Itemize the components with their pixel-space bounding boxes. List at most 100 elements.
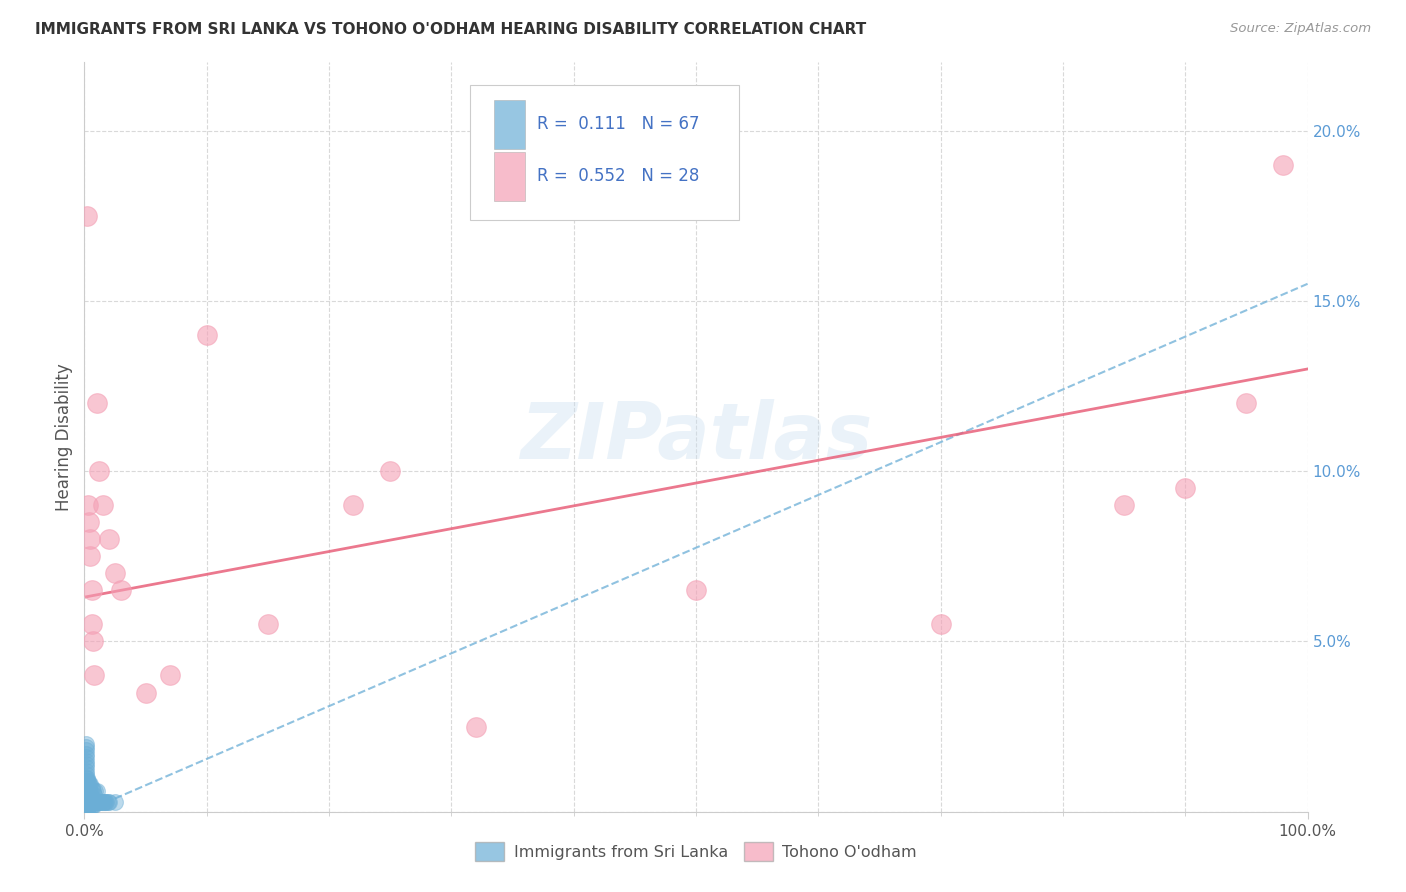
- Point: [80, 797, 103, 812]
- Point: [94, 795, 117, 809]
- Point: [75, 739, 97, 754]
- Y-axis label: Hearing Disability: Hearing Disability: [55, 363, 73, 511]
- Point: [93, 795, 115, 809]
- Point: [685, 583, 707, 598]
- Point: [75, 791, 97, 805]
- Point: [75, 780, 97, 795]
- Point: [76, 791, 98, 805]
- Point: [104, 795, 127, 809]
- Point: [82, 784, 104, 798]
- Point: [76, 797, 98, 812]
- Point: [80, 583, 103, 598]
- Point: [77, 498, 100, 512]
- Point: [76, 795, 98, 809]
- Point: [75, 750, 97, 764]
- Point: [97, 795, 120, 809]
- Point: [77, 801, 100, 815]
- Point: [342, 498, 364, 512]
- Point: [75, 767, 97, 781]
- Point: [75, 737, 97, 751]
- Point: [75, 757, 97, 772]
- Point: [77, 795, 100, 809]
- Point: [75, 784, 97, 798]
- Point: [86, 784, 108, 798]
- Point: [77, 780, 100, 795]
- Point: [87, 464, 110, 478]
- Point: [76, 209, 98, 223]
- Point: [257, 617, 280, 632]
- Point: [75, 774, 97, 789]
- Point: [77, 784, 100, 798]
- Point: [79, 777, 101, 791]
- Point: [75, 764, 97, 778]
- Point: [1272, 158, 1295, 172]
- Point: [79, 549, 101, 564]
- FancyBboxPatch shape: [470, 85, 738, 219]
- Point: [87, 795, 110, 809]
- Point: [1174, 481, 1197, 495]
- Point: [159, 668, 181, 682]
- Point: [89, 795, 111, 809]
- Point: [75, 754, 97, 768]
- Point: [195, 327, 218, 342]
- Point: [76, 780, 98, 795]
- Point: [75, 788, 97, 802]
- Point: [75, 771, 97, 785]
- Point: [75, 743, 97, 757]
- Point: [83, 668, 105, 682]
- Point: [82, 791, 104, 805]
- Point: [77, 777, 100, 791]
- Point: [75, 795, 97, 809]
- FancyBboxPatch shape: [494, 100, 524, 149]
- Point: [87, 795, 110, 809]
- Point: [76, 788, 98, 802]
- Point: [76, 774, 98, 789]
- Text: ZIPatlas: ZIPatlas: [520, 399, 872, 475]
- Point: [83, 788, 105, 802]
- Point: [77, 797, 100, 812]
- Point: [135, 685, 157, 699]
- Point: [77, 774, 100, 789]
- Point: [80, 791, 103, 805]
- Point: [75, 777, 97, 791]
- Point: [82, 634, 104, 648]
- Point: [77, 515, 100, 529]
- Point: [79, 784, 101, 798]
- Legend: Immigrants from Sri Lanka, Tohono O'odham: Immigrants from Sri Lanka, Tohono O'odha…: [468, 835, 924, 867]
- Point: [86, 795, 108, 809]
- Point: [75, 797, 97, 812]
- Point: [79, 797, 101, 812]
- Point: [76, 801, 98, 815]
- Point: [91, 498, 114, 512]
- Point: [75, 747, 97, 761]
- Text: IMMIGRANTS FROM SRI LANKA VS TOHONO O'ODHAM HEARING DISABILITY CORRELATION CHART: IMMIGRANTS FROM SRI LANKA VS TOHONO O'OD…: [35, 22, 866, 37]
- Point: [79, 791, 101, 805]
- Point: [97, 533, 120, 547]
- Point: [91, 795, 114, 809]
- Point: [464, 720, 486, 734]
- Point: [77, 788, 100, 802]
- Text: Source: ZipAtlas.com: Source: ZipAtlas.com: [1230, 22, 1371, 36]
- Point: [83, 797, 105, 812]
- Point: [79, 533, 101, 547]
- Point: [1114, 498, 1136, 512]
- Point: [1236, 396, 1258, 410]
- Text: R =  0.111   N = 67: R = 0.111 N = 67: [537, 115, 699, 133]
- Point: [97, 795, 120, 809]
- Point: [90, 795, 112, 809]
- Point: [86, 396, 108, 410]
- Point: [76, 777, 98, 791]
- Point: [76, 784, 98, 798]
- Point: [80, 617, 103, 632]
- Point: [929, 617, 952, 632]
- Point: [82, 797, 104, 812]
- Point: [77, 797, 100, 812]
- Point: [84, 795, 107, 809]
- Text: R =  0.552   N = 28: R = 0.552 N = 28: [537, 168, 699, 186]
- Point: [96, 795, 118, 809]
- Point: [80, 780, 103, 795]
- Point: [104, 566, 127, 581]
- Point: [75, 760, 97, 774]
- Point: [75, 801, 97, 815]
- Point: [76, 771, 98, 785]
